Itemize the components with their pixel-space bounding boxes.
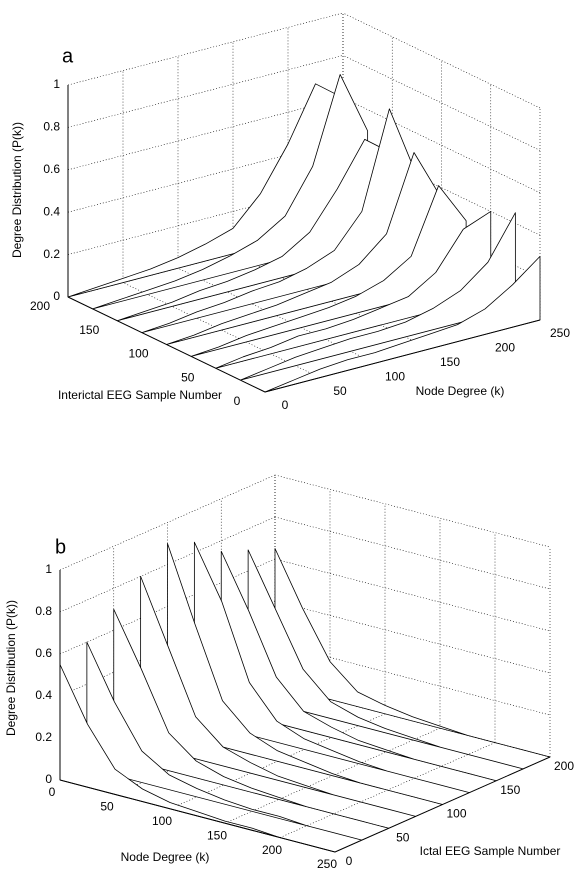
z-tick-label: 0.4 [35,688,52,702]
z-tick-label: 0 [45,772,52,786]
z-tick-label: 1 [45,562,52,576]
waterfall-row [193,541,470,794]
y-tick-label: 200 [30,299,50,313]
y-tick-label: 200 [554,759,574,773]
x-tick-label: 100 [385,369,405,383]
axis-line [334,756,551,853]
y-tick-label: 0 [346,854,353,868]
z-axis-label: Degree Distribution (P(k)) [4,600,18,736]
y-axis-label: Interictal EEG Sample Number [58,388,222,402]
waterfall-row [113,608,390,829]
x-tick-label: 250 [550,326,570,340]
panel-label: b [55,536,66,558]
z-tick-label: 0.8 [35,604,52,618]
axis-line [264,319,541,393]
waterfall-row [264,255,541,393]
y-axis-label: Ictal EEG Sample Number [420,844,561,858]
axis-line [67,296,266,393]
x-tick-label: 150 [207,828,227,842]
z-tick-label: 0.6 [35,646,52,660]
x-axis-label: Node Degree (k) [416,384,505,398]
grid-line [342,12,541,109]
grid-line [274,516,551,590]
y-tick-label: 150 [500,783,520,797]
z-tick-label: 0.4 [43,204,60,218]
x-tick-label: 50 [333,384,347,398]
x-tick-label: 250 [317,857,337,871]
waterfall-row [167,543,443,805]
waterfall-row [247,549,524,770]
y-tick-label: 100 [446,807,466,821]
y-tick-label: 100 [128,347,148,361]
waterfall-row [274,548,551,758]
waterfall-row [220,550,497,782]
y-tick-label: 50 [396,830,410,844]
y-tick-label: 0 [234,394,241,408]
panel-label: a [62,45,74,67]
grid-line [67,12,344,86]
axis-line [59,779,336,853]
z-tick-label: 0 [53,289,60,303]
x-tick-label: 100 [152,814,172,828]
y-tick-label: 50 [181,370,195,384]
grid-line [274,558,551,632]
x-tick-label: 0 [282,398,289,412]
grid-line [342,139,541,236]
z-axis-label: Degree Distribution (P(k)) [10,122,24,258]
z-tick-label: 0.2 [35,730,52,744]
waterfall-row [86,641,363,841]
x-tick-label: 0 [49,785,56,799]
grid-line [59,474,276,571]
grid-line [342,97,541,194]
waterfall-row [190,185,467,357]
waterfall-row [239,212,516,381]
x-tick-label: 50 [100,800,114,814]
waterfall-row [215,211,492,369]
z-tick-label: 0.8 [43,120,60,134]
waterfall-row [140,575,417,817]
z-tick-label: 0.6 [43,162,60,176]
x-tick-label: 200 [262,843,282,857]
z-tick-label: 1 [53,77,60,91]
z-tick-label: 0.2 [43,247,60,261]
x-axis-label: Node Degree (k) [121,850,210,864]
grid-line [342,55,541,151]
x-tick-label: 150 [440,355,460,369]
x-tick-label: 200 [495,341,515,355]
y-tick-label: 150 [79,323,99,337]
grid-line [274,474,551,548]
